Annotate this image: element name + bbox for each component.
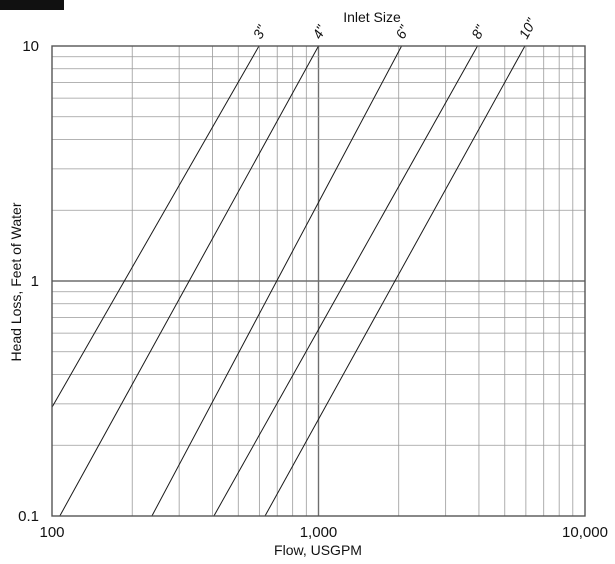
series-label: 8" [468,22,489,42]
y-tick-label: 0.1 [18,508,39,525]
y-tick-label: 10 [22,38,39,55]
x-tick-label: 10,000 [562,524,608,541]
series-label: 4" [309,22,330,42]
grid [52,46,585,516]
series-line [213,45,478,517]
series-line [151,45,403,517]
series-line [264,45,526,517]
plot-frame [51,45,586,517]
y-axis-title: Head Loss, Feet of Water [8,202,24,361]
y-tick-label: 1 [31,273,39,290]
series-line [59,45,319,517]
x-tick-label: 100 [39,524,64,541]
x-axis-title: Flow, USGPM [274,542,362,558]
series-line [51,45,260,408]
corner-mark [0,0,64,10]
series-label: 3" [250,22,271,42]
series-lines [51,45,526,517]
series-label: 10" [515,15,539,42]
chart-title: Inlet Size [343,9,401,25]
x-tick-label: 1,000 [300,524,338,541]
tick-labels: 100 1,000 10,000 0.1 1 10 [18,38,608,541]
